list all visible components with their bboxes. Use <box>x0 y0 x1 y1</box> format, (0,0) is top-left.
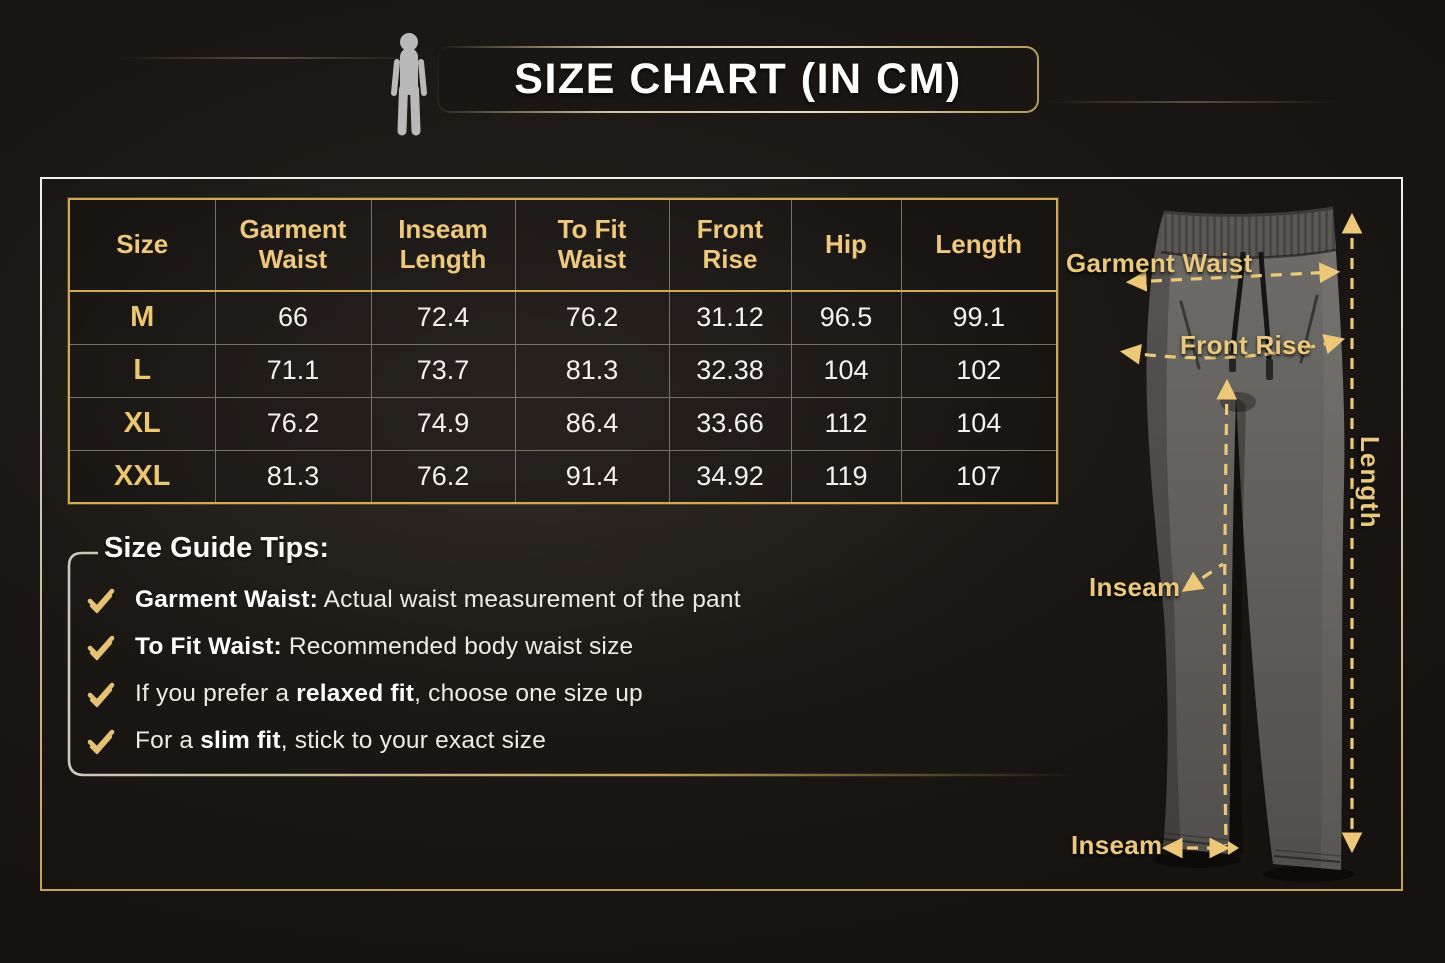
value-cell: 71.1 <box>214 343 372 398</box>
value-cell: 99.1 <box>900 290 1058 345</box>
value-cell: 104 <box>790 343 902 398</box>
value-cell: 119 <box>790 449 902 504</box>
person-icon <box>391 33 427 136</box>
value-cell: 32.38 <box>668 343 792 398</box>
value-cell: 112 <box>790 396 902 451</box>
value-cell: 81.3 <box>514 343 670 398</box>
value-cell: 76.2 <box>214 396 372 451</box>
size-cell: M <box>68 290 216 345</box>
size-table: Size Garment Waist Inseam Length To Fit … <box>68 198 1058 504</box>
column-header: Garment Waist <box>214 198 372 292</box>
tips-heading: Size Guide Tips: <box>104 532 330 564</box>
value-cell: 76.2 <box>514 290 670 345</box>
tip-item: For a slim fit, stick to your exact size <box>86 724 741 758</box>
table-row: XXL 81.3 76.2 91.4 34.92 119 107 <box>68 449 1058 504</box>
value-cell: 76.2 <box>370 449 516 504</box>
column-header: Size <box>68 198 216 292</box>
value-cell: 72.4 <box>370 290 516 345</box>
size-cell: XXL <box>68 449 216 504</box>
value-cell: 66 <box>214 290 372 345</box>
value-cell: 73.7 <box>370 343 516 398</box>
tip-item: If you prefer a relaxed fit, choose one … <box>86 677 741 711</box>
tip-text: To Fit Waist: Recommended body waist siz… <box>135 633 634 660</box>
value-cell: 104 <box>900 396 1058 451</box>
value-cell: 33.66 <box>668 396 792 451</box>
checkmark-icon <box>87 729 115 754</box>
table-row: L 71.1 73.7 81.3 32.38 104 102 <box>68 343 1058 398</box>
size-cell: L <box>68 343 216 398</box>
value-cell: 81.3 <box>214 449 372 504</box>
decorative-streak <box>118 57 423 59</box>
value-cell: 74.9 <box>370 396 516 451</box>
column-header: Front Rise <box>668 198 792 292</box>
inseam-upper-label: Inseam <box>1089 572 1181 602</box>
value-cell: 86.4 <box>514 396 670 451</box>
column-header: To Fit Waist <box>514 198 670 292</box>
tip-item: Garment Waist: Actual waist measurement … <box>86 583 741 617</box>
column-header: Inseam Length <box>370 198 516 292</box>
garment-waist-label: Garment Waist <box>1066 248 1253 278</box>
table-row: M 66 72.4 76.2 31.12 96.5 99.1 <box>68 290 1058 345</box>
value-cell: 102 <box>900 343 1058 398</box>
length-label: Length <box>1355 436 1385 529</box>
checkmark-icon <box>87 635 115 660</box>
tips-list: Garment Waist: Actual waist measurement … <box>86 583 741 758</box>
table-header-row: Size Garment Waist Inseam Length To Fit … <box>68 198 1058 292</box>
tip-item: To Fit Waist: Recommended body waist siz… <box>86 630 741 664</box>
pants-illustration <box>1119 206 1363 882</box>
value-cell: 96.5 <box>790 290 902 345</box>
column-header: Hip <box>790 198 902 292</box>
checkmark-icon <box>87 682 115 707</box>
checkmark-icon <box>87 588 115 613</box>
value-cell: 34.92 <box>668 449 792 504</box>
value-cell: 107 <box>900 449 1058 504</box>
tip-text: If you prefer a relaxed fit, choose one … <box>135 680 643 707</box>
table-row: XL 76.2 74.9 86.4 33.66 112 104 <box>68 396 1058 451</box>
title-banner: SIZE CHART (IN CM) <box>437 46 1039 113</box>
front-rise-label: Front Rise <box>1180 330 1312 360</box>
value-cell: 31.12 <box>668 290 792 345</box>
tips-frame <box>67 551 1121 777</box>
tip-text: Garment Waist: Actual waist measurement … <box>135 586 741 613</box>
column-header: Length <box>900 198 1058 292</box>
tip-text: For a slim fit, stick to your exact size <box>135 727 547 754</box>
size-cell: XL <box>68 396 216 451</box>
inseam-lower-label: Inseam <box>1071 830 1163 860</box>
value-cell: 91.4 <box>514 449 670 504</box>
page-title: SIZE CHART (IN CM) <box>514 55 962 103</box>
decorative-streak <box>1046 101 1338 103</box>
